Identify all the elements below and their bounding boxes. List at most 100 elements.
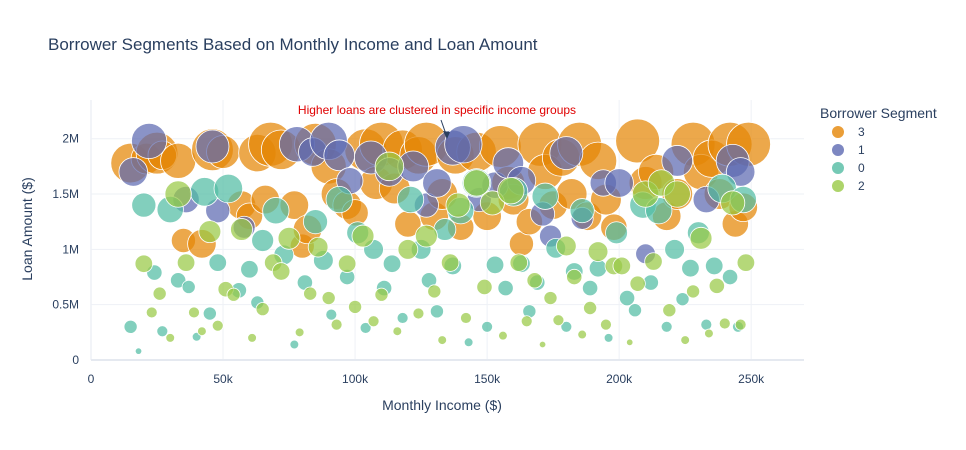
legend-label: 3 [858,125,865,139]
data-point [664,239,685,260]
data-point [627,303,642,318]
data-point [629,275,646,292]
data-point [321,291,336,306]
data-point [152,286,167,301]
data-point [603,333,614,343]
data-point [197,326,207,337]
data-point [240,260,259,279]
data-point [612,256,631,276]
data-point [303,286,318,301]
data-point [165,333,176,343]
data-point [307,236,329,258]
data-point [251,229,275,252]
data-point [618,289,636,307]
data-point [412,307,425,320]
data-point [160,142,197,179]
data-points [110,118,771,355]
legend-label: 0 [858,161,865,175]
data-point [211,319,224,332]
data-point [181,279,196,294]
data-point [367,315,380,328]
data-point [681,258,700,278]
data-point [176,253,196,272]
data-point [569,198,595,224]
x-tick-label: 0 [88,372,95,386]
x-tick-label: 250k [738,372,765,386]
data-point [720,190,746,216]
data-point [325,185,353,214]
data-point [294,327,305,338]
data-point [708,277,725,294]
data-point [337,254,357,273]
data-point [131,192,157,218]
x-tick-label: 200k [606,372,633,386]
legend-label: 1 [858,143,865,157]
data-point [479,190,505,216]
data-point [675,292,690,307]
x-tick-label: 150k [474,372,501,386]
x-axis-ticks: 0 50k 100k 150k 200k 250k [88,372,766,386]
data-point [427,284,442,299]
data-point [680,335,690,345]
data-point [156,325,169,338]
annotation-text: Higher loans are clustered in specific i… [298,103,576,117]
data-point [583,300,598,315]
data-point [600,318,612,331]
data-point [531,182,559,210]
data-point [145,306,158,319]
data-point [396,185,425,214]
legend-title: Borrower Segment [820,105,937,121]
data-point [587,241,609,262]
data-point [509,253,529,272]
data-point [498,330,508,341]
data-point [374,287,389,302]
data-point [626,338,634,346]
x-tick-label: 50k [213,372,233,386]
data-point [348,299,363,314]
data-point [262,197,290,225]
data-point [526,272,543,289]
data-point [605,221,628,245]
data-point [330,318,343,331]
data-point [660,320,673,333]
data-point [198,220,222,244]
data-point [549,136,584,171]
data-point [581,279,599,297]
annotation: Higher loans are clustered in specific i… [298,103,576,139]
data-point [289,339,300,350]
data-point [704,328,714,339]
data-point [271,262,291,281]
chart-title: Borrower Segments Based on Monthly Incom… [48,35,538,54]
data-point [718,317,731,330]
data-point [230,218,253,241]
y-tick-label: 0 [72,353,79,367]
data-point [736,253,756,272]
data-point [444,125,483,164]
data-point [615,118,661,164]
data-point [188,306,200,319]
data-point [164,180,192,208]
data-point [440,253,460,272]
legend-marker [832,162,844,174]
data-point [508,231,534,257]
data-point [422,168,452,198]
data-point [463,337,474,348]
data-point [123,319,138,334]
y-axis-title: Loan Amount ($) [19,177,35,281]
y-tick-label: 1.5M [52,187,79,201]
data-point [255,302,270,317]
data-point [552,314,565,327]
annotation-arrowhead [443,131,450,139]
series-2 [134,151,756,349]
data-point [134,347,143,355]
data-point [392,326,403,337]
data-point [686,284,701,299]
data-point [462,169,491,197]
x-axis-title: Monthly Income ($) [382,397,502,413]
legend-marker [832,144,844,156]
data-point [247,333,257,343]
data-point [689,226,713,250]
data-point [700,318,713,331]
